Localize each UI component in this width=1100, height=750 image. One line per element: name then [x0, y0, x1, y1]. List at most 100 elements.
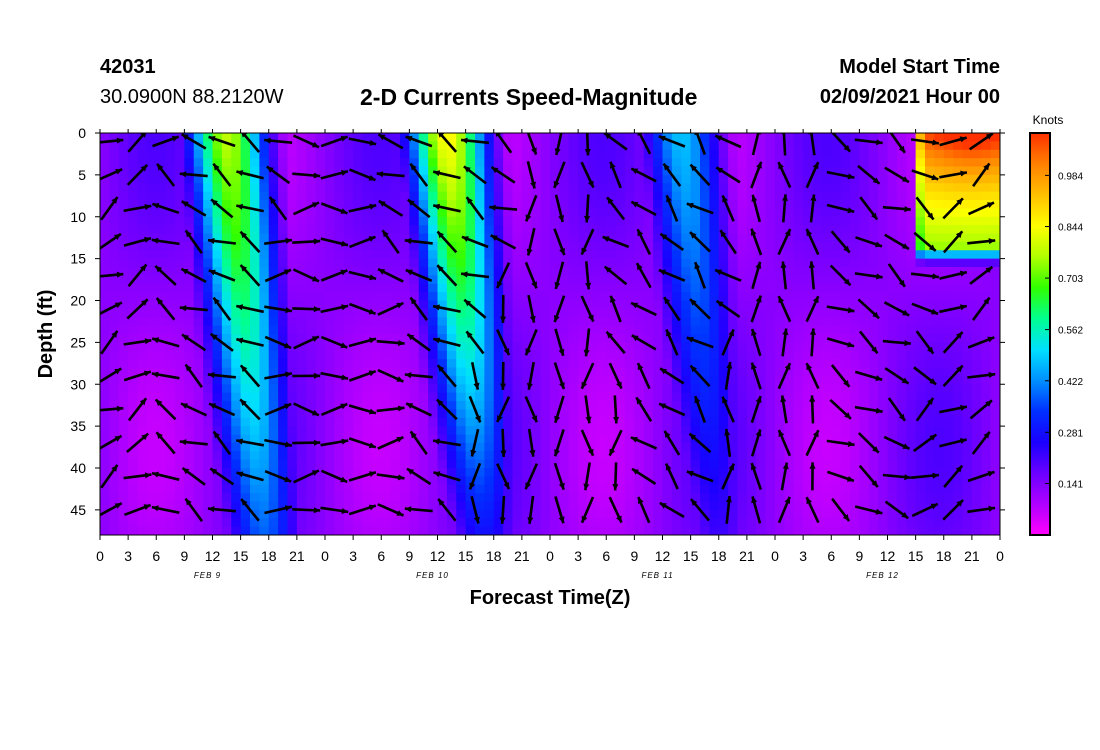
speed-cell: [878, 267, 889, 276]
speed-cell: [821, 442, 832, 452]
speed-cell: [718, 384, 729, 394]
speed-cell: [662, 442, 673, 452]
current-vector: [241, 133, 261, 153]
speed-cell: [353, 501, 364, 511]
speed-cell: [887, 375, 898, 385]
speed-cell: [915, 300, 926, 310]
speed-cell: [203, 401, 214, 410]
speed-cell: [325, 493, 335, 503]
speed-cell: [859, 275, 870, 285]
speed-cell: [906, 518, 917, 528]
speed-cell: [325, 317, 335, 327]
speed-cell: [737, 267, 748, 276]
speed-cell: [812, 451, 823, 461]
speed-cell: [371, 133, 382, 142]
speed-cell: [775, 401, 785, 410]
speed-cell: [896, 384, 907, 394]
speed-cell: [493, 409, 504, 419]
speed-cell: [746, 208, 757, 218]
speed-cell: [456, 375, 467, 385]
speed-cell: [887, 300, 898, 310]
speed-cell: [456, 442, 467, 452]
speed-cell: [278, 375, 289, 385]
speed-cell: [287, 468, 298, 477]
vector-head: [240, 231, 247, 239]
speed-cell: [634, 367, 645, 377]
speed-cell: [718, 518, 729, 528]
speed-cell: [718, 225, 729, 235]
speed-cell: [268, 392, 279, 402]
speed-cell: [718, 241, 729, 251]
speed-cell: [540, 384, 551, 394]
current-vector: [320, 202, 348, 215]
speed-cell: [906, 375, 917, 385]
speed-cell: [137, 183, 148, 193]
speed-cell: [371, 484, 382, 494]
speed-cell: [512, 317, 523, 327]
speed-cell: [100, 426, 110, 436]
speed-cell: [193, 200, 204, 209]
speed-cell: [128, 300, 139, 310]
speed-cell: [671, 233, 682, 243]
speed-cell: [971, 325, 982, 335]
speed-cell: [343, 384, 354, 394]
speed-cell: [334, 141, 345, 151]
speed-cell: [287, 267, 298, 276]
speed-cell: [165, 149, 176, 159]
speed-cell: [475, 384, 485, 394]
vector-head: [152, 471, 159, 478]
speed-cell: [212, 493, 223, 503]
speed-cell: [925, 518, 935, 528]
speed-cell: [540, 476, 551, 486]
speed-cell: [793, 191, 804, 201]
speed-cell: [531, 133, 542, 142]
speed-cell: [521, 434, 532, 444]
speed-cell: [493, 317, 504, 327]
speed-cell: [193, 350, 204, 360]
speed-cell: [156, 493, 167, 503]
speed-cell: [306, 258, 317, 268]
speed-cell: [746, 409, 757, 419]
speed-cell: [896, 308, 907, 318]
speed-cell: [953, 426, 964, 436]
speed-cell: [793, 300, 804, 310]
speed-cell: [315, 501, 326, 511]
speed-cell: [184, 451, 195, 461]
speed-cell: [550, 426, 560, 436]
current-vector: [179, 305, 208, 312]
speed-cell: [606, 166, 617, 176]
speed-cell: [671, 392, 682, 402]
speed-cell: [653, 468, 664, 477]
speed-cell: [287, 409, 298, 419]
speed-cell: [634, 225, 645, 235]
current-vector: [292, 134, 320, 149]
speed-cell: [831, 158, 842, 168]
speed-cell: [343, 275, 354, 285]
speed-cell: [596, 325, 607, 335]
speed-cell: [681, 526, 692, 535]
speed-cell: [906, 300, 917, 310]
speed-cell: [643, 225, 654, 235]
current-vector: [123, 472, 152, 480]
speed-cell: [568, 275, 579, 285]
speed-cell: [465, 317, 476, 327]
speed-cell: [784, 434, 795, 444]
speed-cell: [953, 166, 964, 176]
speed-cell: [962, 208, 973, 218]
speed-cell: [165, 401, 176, 410]
speed-cell: [568, 468, 579, 477]
speed-cell: [643, 283, 654, 293]
speed-cell: [643, 325, 654, 335]
speed-cell: [943, 334, 954, 343]
speed-cell: [737, 476, 748, 486]
speed-cell: [296, 325, 307, 335]
speed-cell: [212, 233, 223, 243]
speed-cell: [568, 451, 579, 461]
speed-cell: [371, 342, 382, 352]
speed-cell: [400, 300, 410, 310]
speed-cell: [765, 283, 776, 293]
speed-cell: [231, 216, 242, 226]
speed-cell: [353, 166, 364, 176]
speed-cell: [559, 208, 570, 218]
speed-cell: [793, 518, 804, 528]
